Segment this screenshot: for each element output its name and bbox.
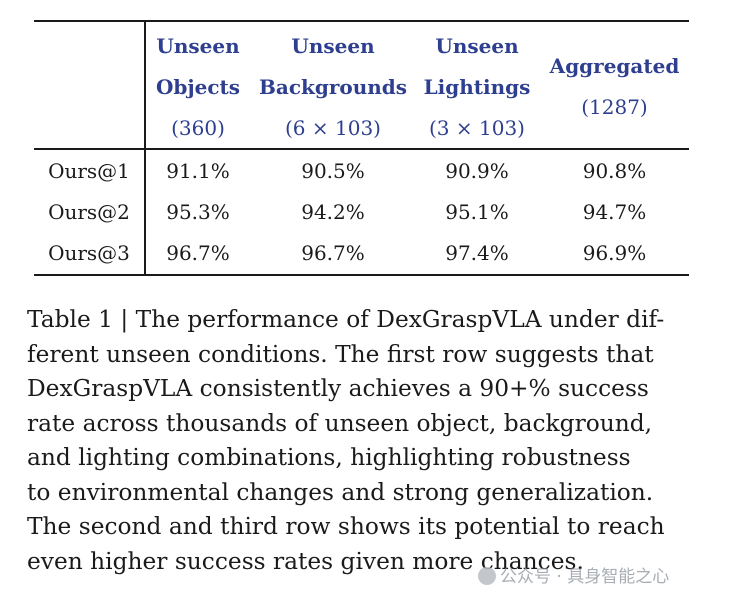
table-header-rule <box>34 148 689 150</box>
row-label-ours1: Ours@1 <box>48 159 130 183</box>
wechat-icon <box>478 567 496 585</box>
table-cell: 94.2% <box>301 200 365 224</box>
table-cell: 95.3% <box>166 200 230 224</box>
watermark-text: 公众号 · 具身智能之心 <box>500 567 670 587</box>
table-cell: 96.9% <box>582 241 647 265</box>
header-unseen-objects: Unseen Objects (360) <box>155 34 241 140</box>
header-unseen-lightings: Unseen Lightings (3 × 103) <box>423 34 531 140</box>
header-aggregated: Aggregated (1287) <box>549 54 680 119</box>
caption-line: The second and third row shows its poten… <box>27 513 665 540</box>
table-cell: 96.7% <box>301 241 365 265</box>
caption-line: rate across thousands of unseen object, … <box>27 409 653 437</box>
row-label-ours3: Ours@3 <box>48 241 130 265</box>
table-cell: 95.1% <box>445 200 509 224</box>
table-cell: 91.1% <box>166 159 230 183</box>
table-cell: 96.7% <box>166 241 230 265</box>
row-label-ours2: Ours@2 <box>48 200 130 224</box>
table-cell: 97.4% <box>445 241 509 265</box>
table-caption: Table 1 | The performance of DexGraspVLA… <box>27 303 707 579</box>
caption-line: to environmental changes and strong gene… <box>27 478 654 506</box>
table-bottom-rule <box>34 274 689 276</box>
table-top-rule <box>34 20 689 22</box>
caption-line: ferent unseen conditions. The first row … <box>27 340 654 368</box>
table-cell: 90.5% <box>301 159 365 183</box>
table-cell: 90.9% <box>445 159 509 183</box>
table-vertical-rule <box>144 22 146 274</box>
watermark: 公众号 · 具身智能之心 <box>478 562 669 587</box>
table-cell: 94.7% <box>582 200 647 224</box>
header-unseen-backgrounds: Unseen Backgrounds (6 × 103) <box>258 34 408 140</box>
caption-line: DexGraspVLA consistently achieves a 90+%… <box>27 375 649 402</box>
caption-line: and lighting combinations, highlighting … <box>27 444 631 471</box>
table-cell: 90.8% <box>582 159 647 183</box>
caption-line: Table 1 | The performance of DexGraspVLA… <box>27 306 665 333</box>
